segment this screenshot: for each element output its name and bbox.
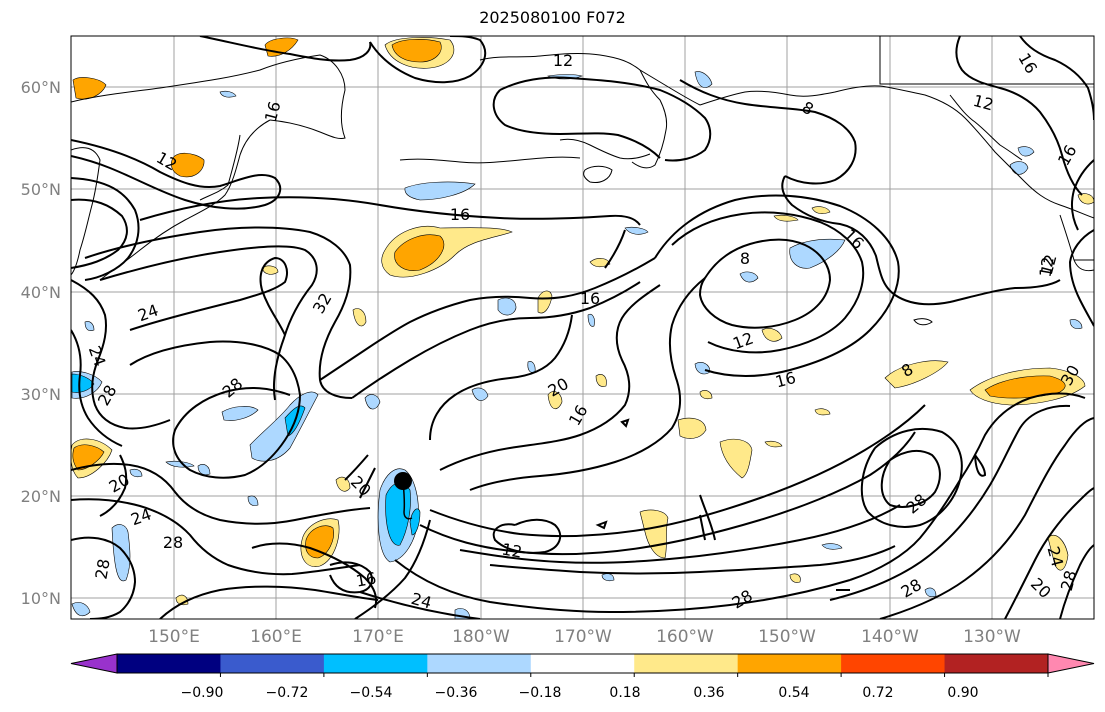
map-title: 2025080100 F072 [479,8,626,27]
contour-label: 24 [1044,544,1068,569]
contour-label: 16 [580,289,600,308]
colorbar-tick-label: 0.54 [778,685,809,701]
contour-label: 16 [773,368,798,392]
colorbar-extend-min [70,653,118,674]
contour-label: 24 [409,589,434,613]
contour-label: 12 [971,91,996,115]
colorbar-segment [117,654,221,673]
lon-label: 170°E [352,627,404,647]
colorbar-tick-labels: −0.90 −0.72 −0.54 −0.36 −0.18 0.18 0.36 … [181,685,979,701]
lat-label: 60°N [21,78,61,97]
coastlines [71,36,1094,326]
contour-label: 12 [500,539,523,561]
lon-label: 160°E [250,627,302,647]
colorbar-segment [323,654,428,673]
colorbar-tick-label: 0.36 [693,685,724,701]
contour-label: 16 [450,205,470,224]
lat-label: 20°N [21,487,61,506]
contour-label: 28 [163,533,183,552]
colorbar-segment [220,654,325,673]
colorbar-segment [427,654,532,673]
colorbar-tick-label: −0.72 [266,685,309,701]
lat-label: 10°N [21,589,61,608]
colorbar-outline [116,653,1049,674]
lat-label: 30°N [21,385,61,404]
contour-label: 28 [1057,568,1081,593]
lon-label: 150°E [148,627,200,647]
contour-label: 16 [354,568,377,590]
lat-label: 40°N [21,283,61,302]
storm-center-marker [394,472,412,490]
colorbar-segment [737,654,842,673]
storm-track [394,472,413,520]
contour-label: 16 [261,99,285,124]
contour-label: 12 [1037,252,1061,277]
lon-label: 160°W [656,627,714,647]
colorbar-tick-label: −0.18 [519,685,562,701]
map-frame [70,35,1095,620]
colorbar-extend-max [1047,653,1095,674]
colorbar-segment [841,654,946,673]
contour-lines [71,36,1094,619]
lon-label: 170°W [554,627,612,647]
lon-label: 140°W [861,627,919,647]
latitude-labels: 60°N 50°N 40°N 30°N 20°N 10°N [21,78,61,608]
contour-label: 12 [553,51,573,70]
colorbar-tick-label: −0.54 [350,685,393,701]
lon-label: 130°W [963,627,1021,647]
contour-label: 28 [91,557,113,580]
lon-label: 180°W [452,627,510,647]
colorbar-tick-label: −0.90 [181,685,224,701]
colorbar-segment [634,654,739,673]
colorbar-tick-label: −0.36 [435,685,478,701]
lon-label: 150°W [758,627,816,647]
negative-anomaly-shading [71,71,1083,619]
longitude-labels: 150°E 160°E 170°E 180°W 170°W 160°W 150°… [148,627,1021,647]
lat-label: 50°N [21,180,61,199]
colorbar-tick-label: 0.72 [862,685,893,701]
positive-anomaly-shading [71,37,1094,606]
graticule [71,36,1094,619]
colorbar-segment [530,654,635,673]
colorbar-tick-label: 0.18 [609,685,640,701]
colorbar [70,653,1095,677]
contour-label: 8 [740,249,750,268]
colorbar-segment [944,654,1049,673]
contour-label: 12 [1035,255,1057,278]
colorbar-tick-label: 0.90 [947,685,978,701]
